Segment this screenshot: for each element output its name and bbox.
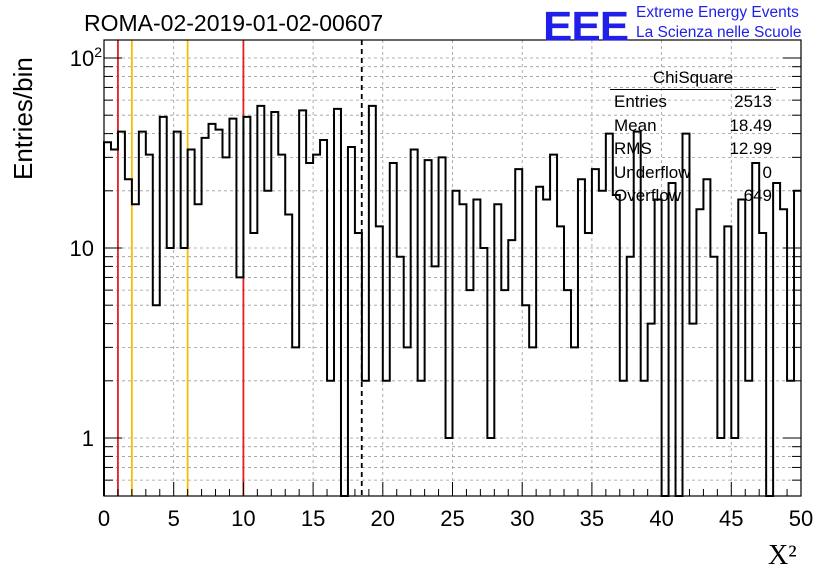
- stats-box: ChiSquare Entries 2513 Mean 18.49 RMS 12.99…: [610, 68, 776, 208]
- stats-value: 12.99: [729, 139, 772, 158]
- y-tick-label: 102: [70, 44, 102, 71]
- stats-row: Underflow 0: [614, 161, 772, 185]
- x-tick-label: 10: [231, 506, 255, 531]
- stats-value: 649: [743, 186, 772, 205]
- stats-row: Overflow 649: [614, 184, 772, 208]
- stats-title: ChiSquare: [652, 68, 734, 87]
- chart-title: ROMA-02-2019-01-02-00607: [84, 10, 384, 36]
- y-tick-label: 1: [82, 426, 94, 451]
- stats-label: Mean: [614, 115, 657, 135]
- y-tick-label: 10: [70, 236, 94, 261]
- stats-label: Underflow: [614, 162, 691, 182]
- logo-text-line2: La Scienza nelle Scuole: [636, 24, 802, 41]
- x-tick-label: 40: [649, 506, 673, 531]
- eee-logo: EEE: [543, 3, 629, 50]
- marker-lines: [117, 40, 363, 496]
- x-tick-label: 25: [440, 506, 464, 531]
- y-axis-label: Entries/bin: [8, 57, 38, 180]
- stats-row: RMS 12.99: [614, 137, 772, 161]
- histogram: [103, 104, 801, 497]
- axis-ticks: [103, 57, 802, 496]
- x-tick-label: 45: [719, 506, 743, 531]
- logo-text-line1: Extreme Energy Events: [636, 4, 799, 21]
- x-tick-label: 30: [510, 506, 534, 531]
- histogram-line: [103, 104, 801, 497]
- x-tick-label: 5: [168, 506, 180, 531]
- x-axis-label: X²: [768, 540, 797, 571]
- stats-divider: [610, 89, 776, 90]
- tick-labels: 0 5 10 15 20 25 30 35 40 45 50 1 10 102: [70, 44, 814, 531]
- stats-value: 2513: [734, 92, 772, 111]
- x-tick-label: 0: [98, 506, 110, 531]
- x-tick-label: 50: [789, 506, 813, 531]
- stats-label: Overflow: [614, 186, 682, 205]
- stats-label: RMS: [614, 139, 652, 158]
- stats-value: 18.49: [729, 115, 772, 135]
- x-tick-label: 15: [301, 506, 325, 531]
- x-tick-label: 20: [371, 506, 395, 531]
- stats-row: Mean 18.49: [614, 114, 772, 138]
- stats-row: Entries 2513: [614, 90, 772, 114]
- stats-value: 0: [762, 162, 772, 182]
- stats-label: Entries: [614, 92, 667, 111]
- x-tick-label: 35: [580, 506, 604, 531]
